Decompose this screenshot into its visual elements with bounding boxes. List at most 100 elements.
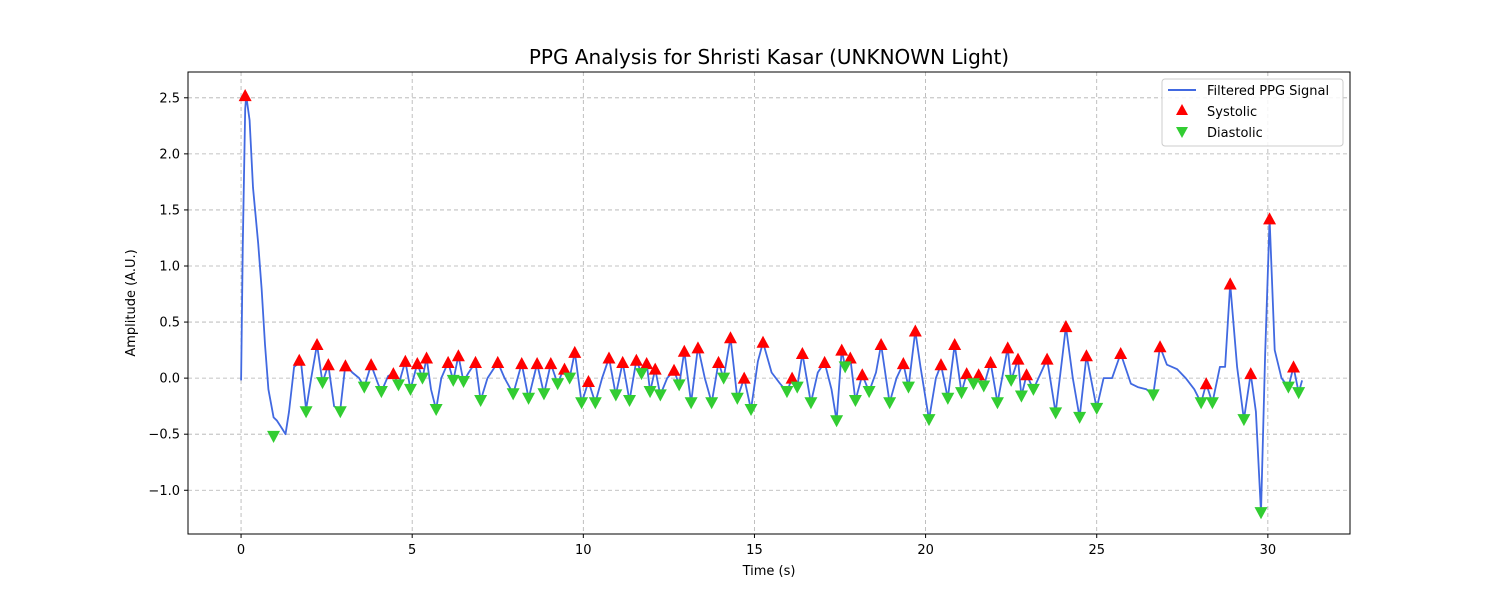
systolic-marker: [1153, 340, 1167, 353]
diastolic-marker: [333, 406, 347, 419]
grid: [188, 72, 1350, 534]
y-tick-label: 1.0: [159, 259, 180, 274]
systolic-marker: [723, 331, 737, 344]
diastolic-marker: [1254, 507, 1268, 520]
systolic-marker: [712, 355, 726, 368]
diastolic-marker: [922, 414, 936, 427]
systolic-marker: [629, 353, 643, 366]
diastolic-marker: [623, 395, 637, 408]
systolic-marker: [292, 353, 306, 366]
x-tick-label: 0: [237, 543, 245, 558]
diastolic-marker: [977, 380, 991, 393]
diastolic-marker: [374, 386, 388, 399]
diastolic-marker: [1014, 390, 1028, 403]
systolic-marker: [441, 355, 455, 368]
diastolic-marker: [684, 397, 698, 410]
diastolic-marker: [316, 377, 330, 390]
x-tick-label: 5: [408, 543, 416, 558]
systolic-marker: [469, 355, 483, 368]
systolic-marker: [908, 324, 922, 337]
systolic-marker: [1199, 377, 1213, 390]
plot-frame: [187, 71, 1351, 535]
diastolic-marker: [1194, 397, 1208, 410]
diastolic-marker: [522, 392, 536, 405]
diastolic-marker: [730, 392, 744, 405]
systolic-marker: [948, 337, 962, 351]
diastolic-marker: [474, 395, 488, 408]
diastolic-marker: [575, 397, 589, 410]
systolic-marker: [960, 367, 974, 380]
legend: Filtered PPG Signal Systolic Diastolic: [1161, 78, 1344, 147]
systolic-marker: [640, 357, 654, 370]
diastolic-marker: [537, 388, 551, 401]
y-tick-label: 0.0: [159, 372, 180, 387]
diastolic-marker: [967, 378, 981, 391]
plot-area: [238, 89, 1306, 520]
legend-box: [1161, 78, 1344, 147]
diastolic-marker: [588, 397, 602, 410]
x-axis-label: Time (s): [742, 564, 796, 579]
systolic-marker: [1223, 277, 1237, 290]
systolic-marker: [602, 351, 616, 364]
y-tick-label: 1.5: [159, 203, 180, 218]
diastolic-marker: [780, 386, 794, 399]
systolic-marker: [451, 349, 465, 362]
systolic-marker: [420, 351, 434, 364]
diastolic-marker: [705, 397, 719, 410]
y-tick-label: −0.5: [148, 428, 180, 443]
diastolic-marker: [1090, 402, 1104, 415]
systolic-marker: [364, 358, 378, 371]
diastolic-marker: [643, 386, 657, 399]
diastolic-marker: [901, 381, 915, 394]
systolic-marker: [843, 351, 857, 364]
diastolic-marker: [838, 361, 852, 374]
systolic-marker: [785, 371, 799, 384]
systolic-marker: [1114, 346, 1128, 359]
diastolic-marker: [1281, 381, 1295, 394]
systolic-marker: [874, 337, 888, 351]
legend-diastolic-marker: [1176, 127, 1188, 138]
systolic-marker: [795, 346, 809, 359]
systolic-marker: [972, 368, 986, 381]
diastolic-marker: [955, 387, 969, 400]
diastolic-marker: [457, 375, 471, 388]
systolic-marker: [338, 359, 352, 372]
diastolic-marker: [1292, 387, 1306, 400]
x-tick-label: 30: [1260, 543, 1277, 558]
y-tick-label: 2.0: [159, 147, 180, 162]
systolic-marker: [1040, 352, 1054, 365]
systolic-marker: [515, 357, 529, 370]
systolic-marker: [398, 354, 412, 367]
systolic-marker: [818, 355, 832, 368]
systolic-marker: [544, 357, 558, 370]
diastolic-marker: [1049, 407, 1063, 420]
diastolic-marker: [653, 389, 667, 402]
diastolic-marker: [1004, 374, 1018, 387]
systolic-marker: [648, 362, 662, 375]
systolic-marker: [1287, 360, 1301, 373]
y-tick-label: 0.5: [159, 316, 180, 331]
systolic-marker: [1244, 367, 1258, 380]
legend-label-systolic: Systolic: [1207, 105, 1257, 120]
systolic-marker: [896, 357, 910, 370]
systolic-marker: [677, 344, 691, 357]
diastolic-marker: [506, 388, 520, 401]
systolic-marker: [1263, 212, 1277, 225]
legend-label-signal: Filtered PPG Signal: [1207, 84, 1329, 99]
diastolic-marker: [1146, 389, 1160, 402]
diastolic-marker: [391, 379, 405, 392]
diastolic-marker: [883, 397, 897, 410]
systolic-marker: [855, 368, 869, 381]
systolic-marker: [1079, 349, 1093, 362]
chart-title: PPG Analysis for Shristi Kasar (UNKNOWN …: [529, 45, 1009, 69]
systolic-marker: [691, 341, 705, 354]
y-tick-label: 2.5: [159, 91, 180, 106]
systolic-marker: [616, 355, 630, 368]
diastolic-marker: [1205, 397, 1219, 410]
systolic-marker: [835, 343, 849, 356]
systolic-marker: [984, 355, 998, 368]
y-axis-label: Amplitude (A.U.): [124, 249, 139, 356]
diastolic-marker: [299, 406, 313, 419]
systolic-marker: [737, 371, 751, 384]
diastolic-marker: [941, 392, 955, 405]
